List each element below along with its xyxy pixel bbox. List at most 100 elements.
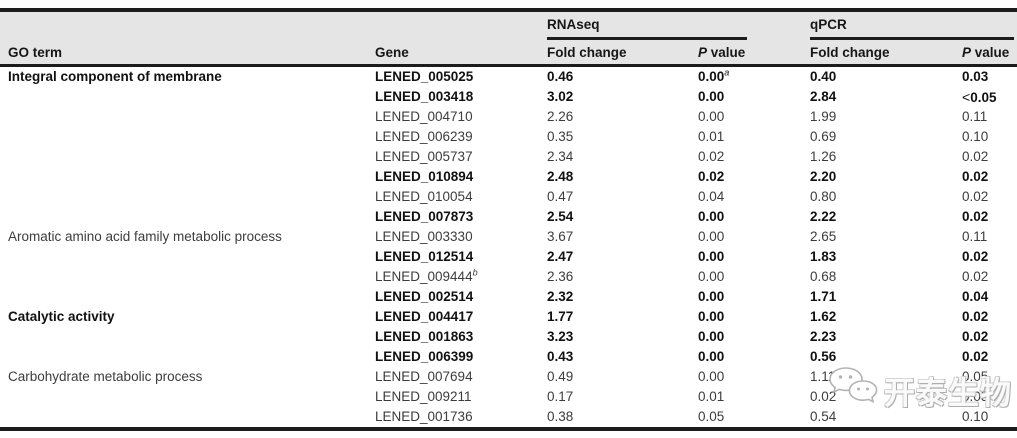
header-bottom-rule [0, 64, 1017, 67]
rnaseq-p-value-cell: 0.05 [698, 409, 725, 424]
go-term-cell: Catalytic activity [8, 309, 115, 324]
rnaseq-fold-change-cell: 0.43 [547, 349, 574, 364]
column-header-go-term: GO term [8, 45, 63, 60]
rnaseq-p-value-cell: 0.04 [698, 189, 725, 204]
gene-cell: LENED_002514 [375, 289, 474, 304]
table-row: Integral component of membrane LENED_0050… [0, 67, 1017, 87]
gene-cell: LENED_010894 [375, 169, 474, 184]
table-body: Integral component of membrane LENED_0050… [0, 67, 1017, 427]
rnaseq-fold-change-cell: 0.35 [547, 129, 574, 144]
rnaseq-p-value-cell: 0.02 [698, 149, 725, 164]
rnaseq-p-value-cell: 0.00 [698, 289, 725, 304]
go-term-cell: Integral component of membrane [8, 69, 222, 84]
qpcr-p-value-cell: 0.02 [962, 309, 989, 324]
column-header-rnaseq-p-value: P value [698, 45, 746, 60]
rnaseq-p-value-cell: 0.00 [698, 229, 725, 244]
go-term-cell [0, 387, 375, 407]
table-row: Carbohydrate metabolic process LENED_0076… [0, 367, 1017, 387]
qpcr-fold-change-cell: 0.68 [810, 269, 837, 284]
go-term-cell [0, 347, 375, 367]
gene-cell: LENED_007873 [375, 209, 474, 224]
qpcr-p-value-cell: 0.04 [962, 289, 989, 304]
qpcr-p-value-cell: 0.02 [962, 349, 989, 364]
gene-cell: LENED_010054 [375, 189, 473, 204]
rnaseq-fold-change-cell: 3.67 [547, 229, 574, 244]
table-row: LENED_010894 2.48 0.02 2.20 0.02 [0, 167, 1017, 187]
rnaseq-fold-change-cell: 2.26 [547, 109, 574, 124]
gene-cell: LENED_009211 [375, 389, 472, 404]
gene-cell: LENED_009444b [375, 267, 478, 284]
qpcr-p-value-cell: 0.02 [962, 329, 989, 344]
gene-cell: LENED_004710 [375, 109, 473, 124]
table-row: LENED_005737 2.34 0.02 1.26 0.02 [0, 147, 1017, 167]
qpcr-fold-change-cell: 1.62 [810, 309, 837, 324]
table-row: LENED_001736 0.38 0.05 0.54 0.10 [0, 407, 1017, 427]
qpcr-fold-change-cell: 0.56 [810, 349, 837, 364]
gene-cell: LENED_007694 [375, 369, 473, 384]
qpcr-fold-change-cell: 0.40 [810, 69, 837, 84]
qpcr-p-value-cell: 0.10 [962, 129, 989, 144]
column-header-rnaseq-fold-change: Fold change [547, 45, 627, 60]
table-row: LENED_006399 0.43 0.00 0.56 0.02 [0, 347, 1017, 367]
rnaseq-group-underline [547, 37, 747, 40]
group-header-rnaseq: RNAseq [547, 17, 600, 32]
qpcr-p-value-cell: 0.02 [962, 269, 989, 284]
table-row: LENED_002514 2.32 0.00 1.71 0.04 [0, 287, 1017, 307]
table-row: LENED_010054 0.47 0.04 0.80 0.02 [0, 187, 1017, 207]
rnaseq-p-value-cell: 0.02 [698, 169, 725, 184]
qpcr-group-underline [810, 37, 1014, 40]
qpcr-p-value-cell: 0.02 [962, 209, 989, 224]
go-term-cell [0, 187, 375, 207]
rnaseq-p-value-cell: 0.00 [698, 89, 725, 104]
qpcr-fold-change-cell: 2.22 [810, 209, 837, 224]
qpcr-fold-change-cell: 1.83 [810, 249, 837, 264]
rnaseq-fold-change-cell: 0.49 [547, 369, 574, 384]
qpcr-p-value-cell: 0.02 [962, 149, 989, 164]
rnaseq-p-value-cell: 0.00 [698, 269, 725, 284]
go-term-cell [0, 287, 375, 307]
table-row: LENED_006239 0.35 0.01 0.69 0.10 [0, 127, 1017, 147]
column-header-row: GO term Gene Fold change P value Fold ch… [0, 44, 1017, 61]
rnaseq-fold-change-cell: 0.47 [547, 189, 574, 204]
go-term-cell [0, 87, 375, 107]
gene-cell: LENED_003330 [375, 229, 473, 244]
rnaseq-p-value-cell: 0.01 [698, 129, 725, 144]
qpcr-p-value-cell: 0.02 [962, 249, 989, 264]
rnaseq-fold-change-cell: 0.46 [547, 69, 574, 84]
go-term-cell [0, 267, 375, 287]
rnaseq-fold-change-cell: 2.48 [547, 169, 574, 184]
rnaseq-p-value-cell: 0.00 [698, 309, 725, 324]
qpcr-fold-change-cell: 1.11 [810, 369, 836, 384]
qpcr-fold-change-cell: 2.23 [810, 329, 837, 344]
go-term-cell [0, 327, 375, 347]
qpcr-p-value-cell: 0.10 [962, 409, 989, 424]
go-term-cell [0, 147, 375, 167]
qpcr-fold-change-cell: 1.71 [810, 289, 837, 304]
rnaseq-p-value-cell: 0.00a [698, 67, 730, 84]
rnaseq-fold-change-cell: 2.32 [547, 289, 574, 304]
rnaseq-fold-change-cell: 1.77 [547, 309, 574, 324]
qpcr-p-value-cell: 0.02 [962, 169, 989, 184]
qpcr-fold-change-cell: 1.99 [810, 109, 837, 124]
gene-cell: LENED_006399 [375, 349, 474, 364]
qpcr-fold-change-cell: 1.26 [810, 149, 837, 164]
table-row: LENED_001863 3.23 0.00 2.23 0.02 [0, 327, 1017, 347]
gene-cell: LENED_005737 [375, 149, 473, 164]
go-term-cell: Carbohydrate metabolic process [8, 369, 203, 384]
column-header-gene: Gene [375, 45, 409, 60]
rnaseq-fold-change-cell: 3.23 [547, 329, 574, 344]
go-term-cell [0, 247, 375, 267]
table-row: Catalytic activity LENED_004417 1.77 0.00 1.… [0, 307, 1017, 327]
rnaseq-fold-change-cell: 2.34 [547, 149, 574, 164]
qpcr-fold-change-cell: 2.65 [810, 229, 837, 244]
rnaseq-p-value-cell: 0.00 [698, 209, 725, 224]
rnaseq-fold-change-cell: 3.02 [547, 89, 574, 104]
rnaseq-p-value-cell: 0.00 [698, 329, 725, 344]
gene-cell: LENED_001736 [375, 409, 473, 424]
gene-cell: LENED_001863 [375, 329, 474, 344]
qpcr-p-value-cell: 0.05 [962, 389, 989, 404]
qpcr-p-value-cell: 0.02 [962, 189, 989, 204]
go-term-cell [0, 207, 375, 227]
gene-cell: LENED_004417 [375, 309, 474, 324]
rnaseq-p-value-cell: 0.00 [698, 249, 725, 264]
